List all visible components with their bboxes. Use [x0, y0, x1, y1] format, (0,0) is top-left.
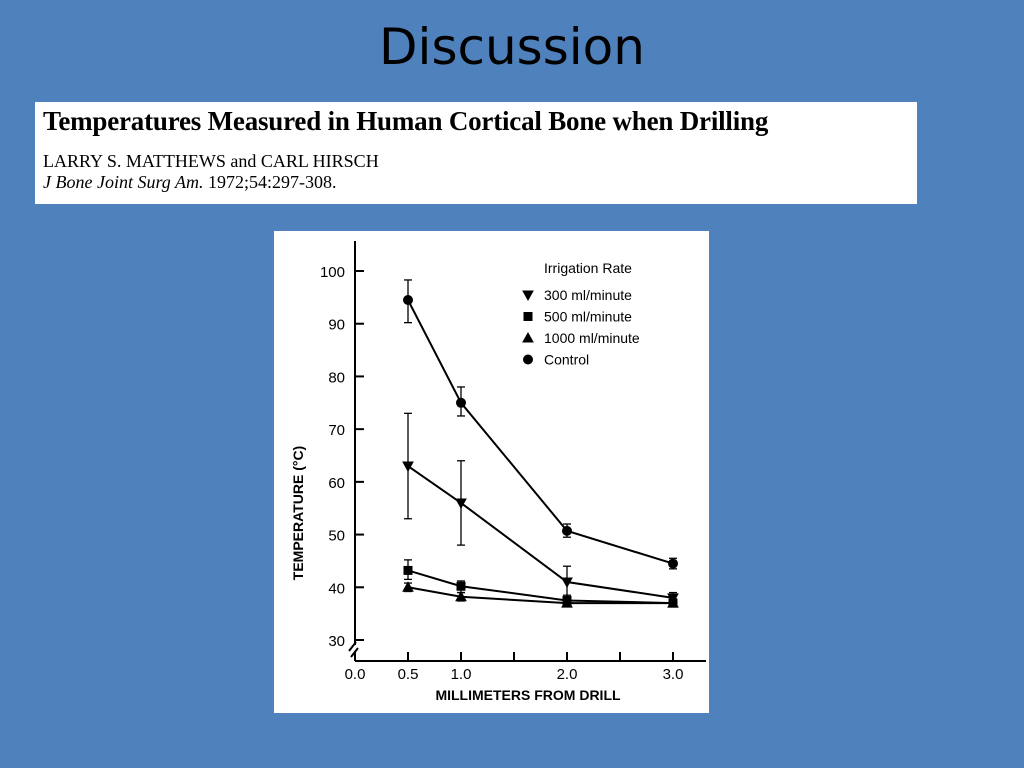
x-tick-label: 3.0 [663, 666, 684, 683]
y-tick-label: 70 [328, 422, 345, 439]
chart-figure: 30 40 50 60 70 80 90 100 0.0 0.5 1.0 2.0 3.0 Irrigat… [274, 231, 709, 713]
data-point [402, 461, 414, 473]
paper-authors: LARRY S. MATTHEWS and CARL HIRSCH [43, 151, 379, 171]
series-group [403, 279, 678, 570]
data-point [402, 581, 414, 592]
legend-entry: Control [544, 352, 589, 368]
y-tick-label: 50 [328, 528, 345, 545]
chart-legend: Irrigation Rate 300 ml/minute 500 ml/minut… [522, 260, 640, 368]
axis-break-mark [348, 641, 357, 652]
data-point [456, 397, 466, 408]
data-point [562, 525, 572, 536]
legend-entry: 1000 ml/minute [544, 330, 640, 346]
series-group [402, 412, 679, 604]
y-tick-label: 90 [328, 317, 345, 334]
legend-marker [523, 312, 533, 321]
x-tick-label: 1.0 [451, 666, 472, 683]
legend-entry: 500 ml/minute [544, 309, 632, 325]
y-axis-label: TEMPERATURE (°C) [290, 446, 306, 580]
paper-journal-line: J Bone Joint Surg Am. 1972;54:297-308. [43, 172, 917, 193]
temperature-chart: 30 40 50 60 70 80 90 100 0.0 0.5 1.0 2.0 3.0 Irrigat… [290, 241, 706, 703]
journal-name: J Bone Joint Surg Am. [43, 172, 204, 192]
legend-marker [522, 331, 534, 343]
chart-axes [348, 241, 706, 662]
series-group [402, 581, 679, 608]
legend-marker [522, 290, 534, 302]
chart-ticks: 30 40 50 60 70 80 90 100 0.0 0.5 1.0 2.0 3.0 [320, 264, 683, 683]
data-point [403, 294, 413, 305]
data-point [455, 590, 467, 602]
data-point [561, 577, 573, 589]
slide-title: Discussion [379, 18, 645, 76]
series-line [407, 465, 674, 599]
citation-box: Temperatures Measured in Human Cortical … [35, 102, 917, 204]
legend-entry: 300 ml/minute [544, 287, 632, 303]
series-line [407, 569, 674, 605]
series-group [403, 559, 678, 608]
y-tick-label: 30 [328, 633, 345, 650]
legend-title: Irrigation Rate [544, 260, 632, 276]
x-tick-label: 0.5 [398, 666, 419, 683]
data-point [403, 565, 413, 575]
y-tick-label: 40 [328, 580, 345, 597]
series-line [407, 299, 674, 565]
y-tick-label: 100 [320, 264, 345, 281]
paper-title: Temperatures Measured in Human Cortical … [43, 106, 769, 136]
journal-volume-pages: 1972;54:297-308. [207, 172, 337, 192]
data-point [561, 597, 573, 608]
y-tick-label: 80 [328, 369, 345, 386]
series-line [407, 586, 673, 605]
legend-marker [523, 354, 533, 365]
data-point [667, 597, 679, 608]
chart-series [402, 279, 679, 608]
data-point [455, 498, 467, 509]
data-point [456, 581, 466, 591]
x-tick-label: 2.0 [557, 666, 578, 683]
x-tick-label: 0.0 [345, 666, 366, 683]
x-axis-label: MILLIMETERS FROM DRILL [435, 687, 621, 703]
y-tick-label: 60 [328, 475, 345, 492]
data-point [668, 558, 678, 569]
